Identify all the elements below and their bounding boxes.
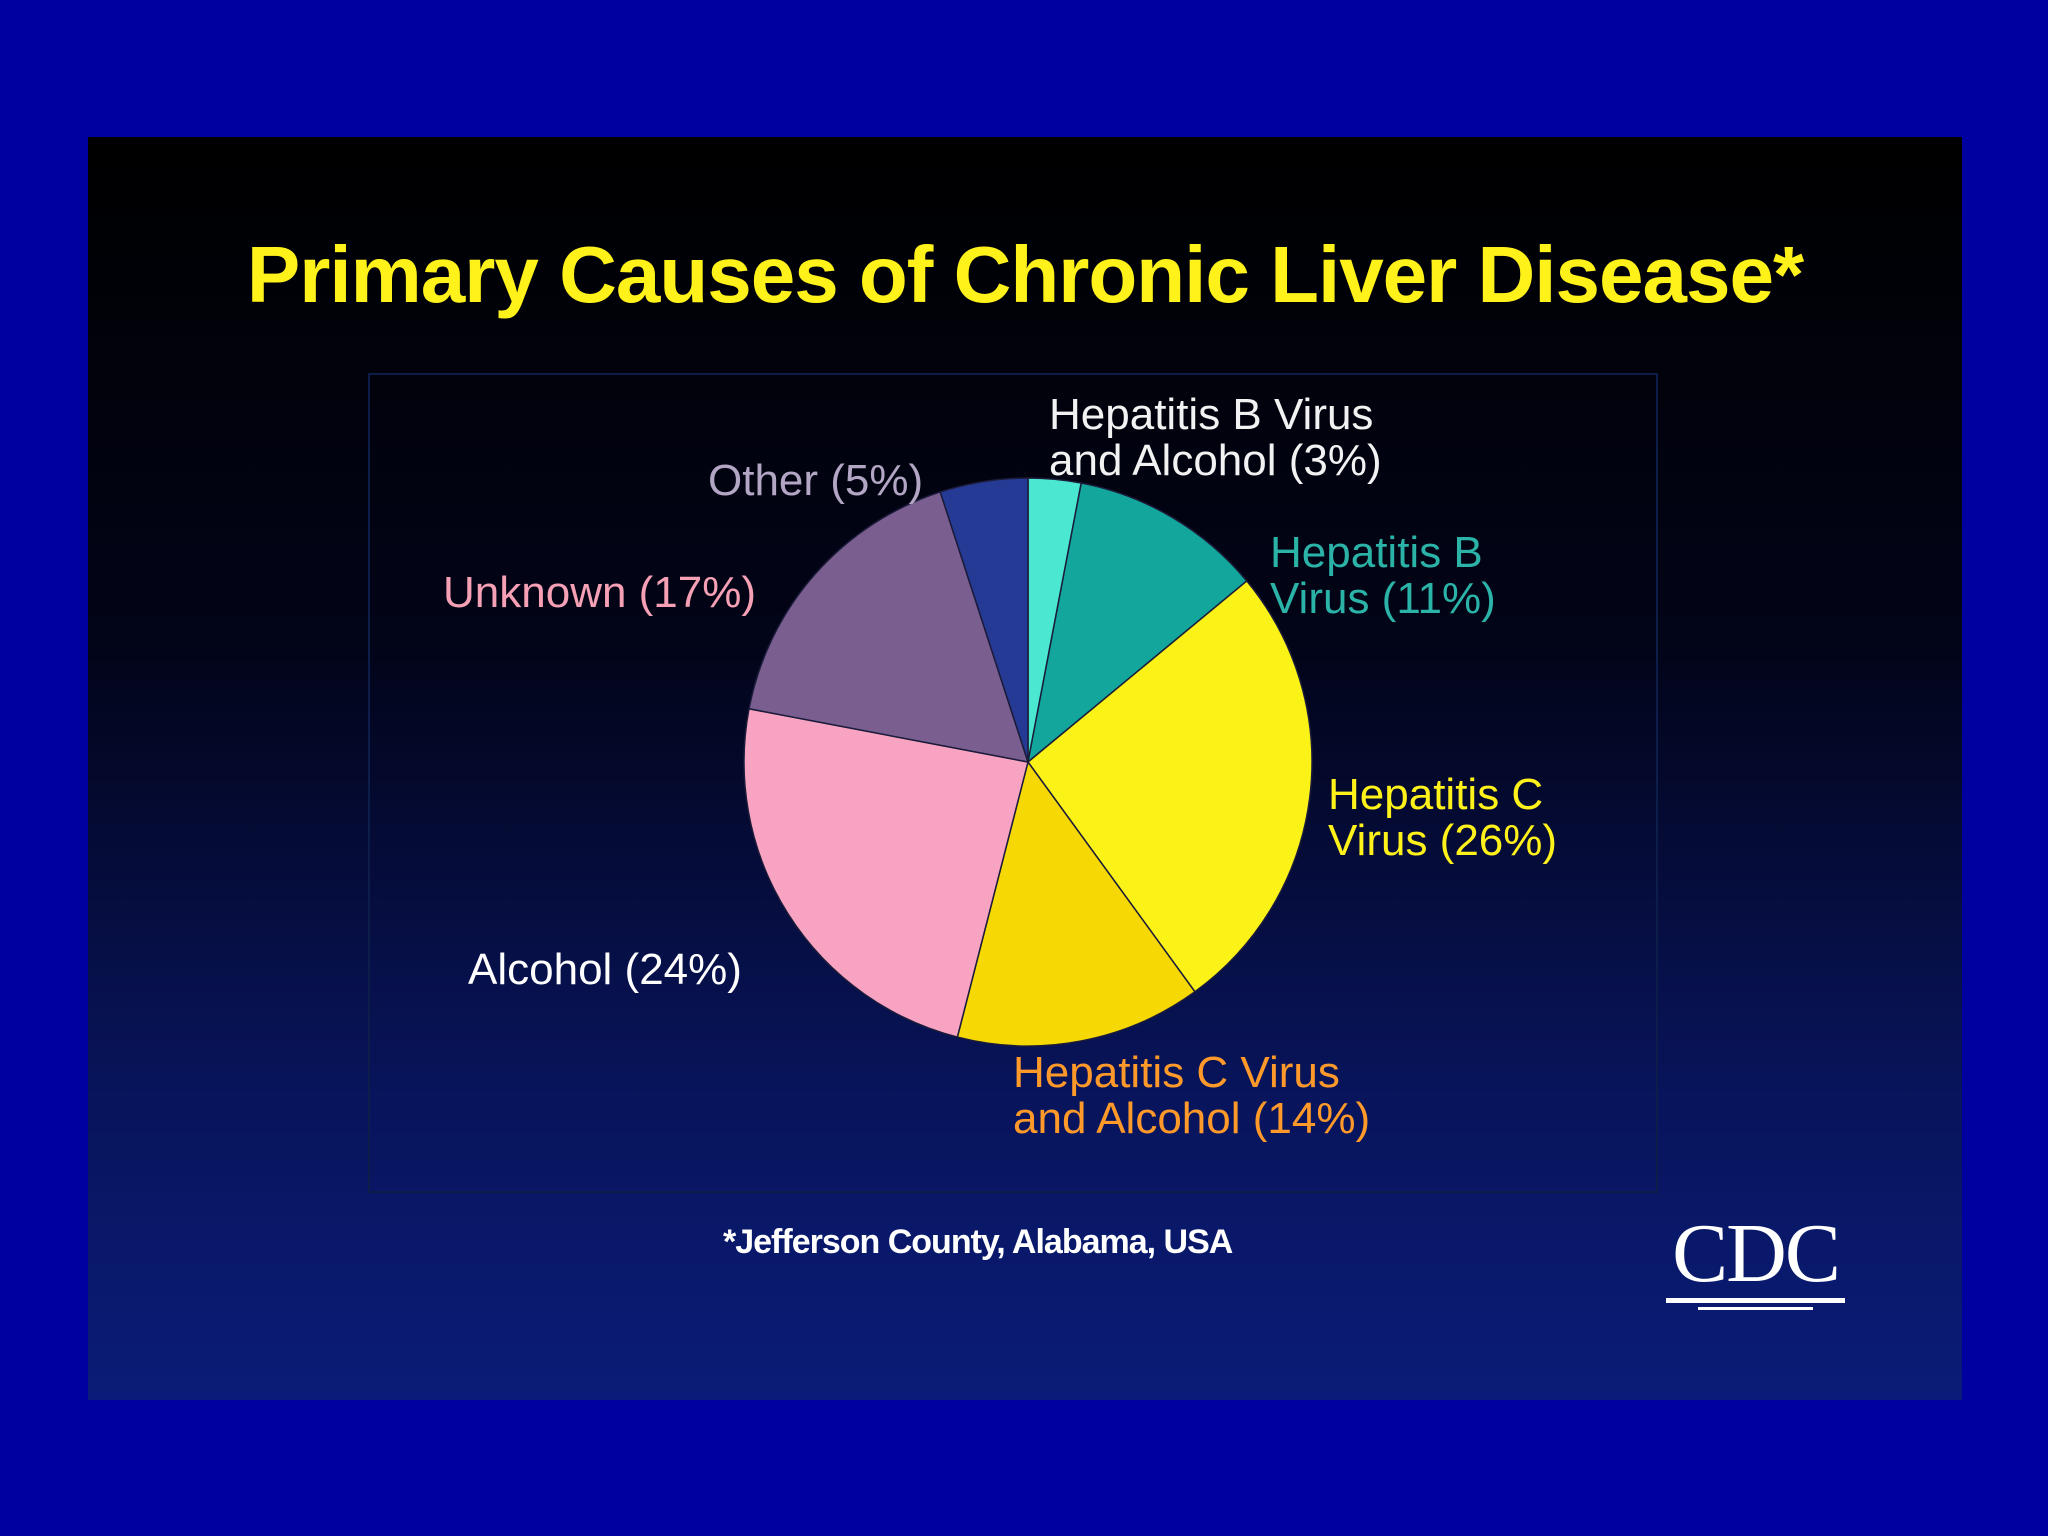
- plot-frame: [368, 373, 1658, 1193]
- slice-label-line: Unknown (17%): [443, 568, 756, 617]
- slice-label: Hepatitis B Virus (11%): [1270, 528, 1496, 623]
- pie-slice: [939, 477, 1029, 763]
- slice-label-line: Virus (26%): [1328, 816, 1557, 865]
- slice-label-line: and Alcohol (14%): [1013, 1094, 1370, 1143]
- pie-slice: [743, 707, 1029, 1038]
- pie-chart: Hepatitis B Virus and Alcohol (3%)Hepatit…: [443, 390, 1557, 1143]
- pie-slice: [1026, 579, 1313, 993]
- slice-label-line: Other (5%): [708, 456, 923, 505]
- slice-label-line: Hepatitis B Virus: [1049, 390, 1373, 439]
- slice-label-line: Alcohol (24%): [468, 945, 742, 994]
- slice-label-line: Hepatitis C: [1328, 770, 1543, 819]
- cdc-logo-bar: [1666, 1298, 1845, 1303]
- chart-title: Primary Causes of Chronic Liver Disease*: [246, 230, 1804, 319]
- cdc-logo: CDC: [1658, 1212, 1853, 1310]
- slice-label: Hepatitis C Virus and Alcohol (14%): [1013, 1048, 1370, 1143]
- cdc-logo-bar-small: [1698, 1307, 1813, 1310]
- pie-labels: Hepatitis B Virus and Alcohol (3%)Hepatit…: [443, 390, 1557, 1143]
- pie-slice: [1026, 482, 1248, 764]
- slice-label: Hepatitis B Virus and Alcohol (3%): [1049, 390, 1382, 485]
- cdc-logo-text: CDC: [1672, 1207, 1841, 1300]
- slice-label-line: Virus (11%): [1270, 574, 1496, 623]
- slice-label: Alcohol (24%): [468, 945, 742, 994]
- pie-slice: [748, 490, 1030, 763]
- slice-label-line: Hepatitis C Virus: [1013, 1048, 1340, 1097]
- pie-slice: [956, 760, 1196, 1047]
- slice-label: Unknown (17%): [443, 568, 756, 617]
- pie-slices: [743, 477, 1313, 1047]
- slice-label: Hepatitis C Virus (26%): [1328, 770, 1557, 865]
- slice-label-line: and Alcohol (3%): [1049, 436, 1382, 485]
- slice-label-line: Hepatitis B: [1270, 528, 1483, 577]
- slice-label: Other (5%): [708, 456, 923, 505]
- slide: Primary Causes of Chronic Liver Disease*…: [88, 137, 1962, 1400]
- footnote: *Jefferson County, Alabama, USA: [723, 1223, 1233, 1261]
